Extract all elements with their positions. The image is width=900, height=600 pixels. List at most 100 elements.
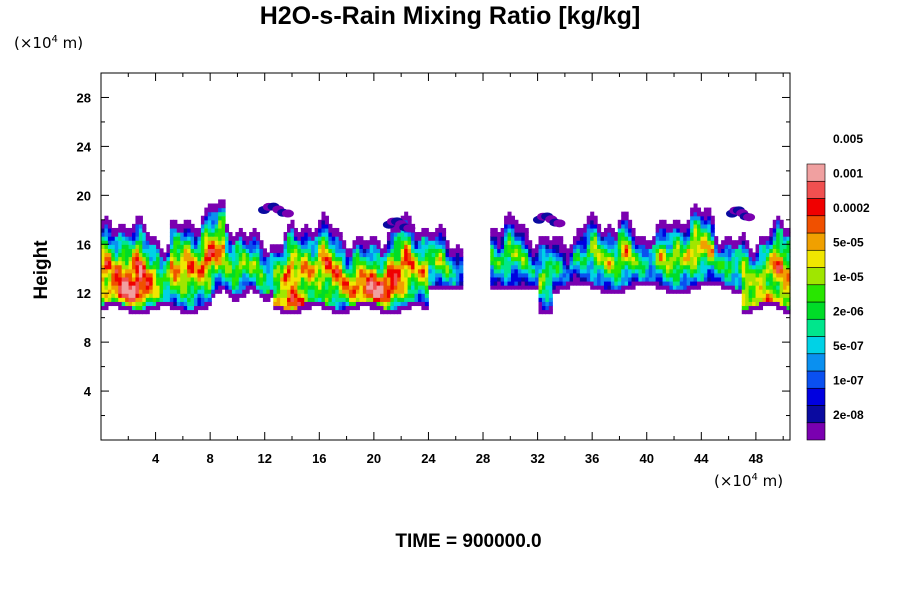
contour-cell	[242, 293, 247, 298]
contour-cell	[738, 244, 743, 249]
contour-cell	[111, 248, 116, 254]
contour-cell	[335, 244, 340, 249]
contour-cell	[590, 264, 595, 270]
contour-cell	[249, 244, 254, 249]
contour-cell	[655, 236, 660, 241]
contour-cell	[266, 272, 271, 278]
contour-cell	[669, 260, 674, 266]
contour-cell	[204, 219, 209, 225]
contour-cell	[125, 289, 130, 294]
contour-cell	[696, 232, 702, 237]
contour-cell	[159, 289, 164, 294]
contour-cell	[417, 252, 422, 258]
contour-cell	[690, 256, 695, 262]
contour-cell	[624, 252, 629, 258]
contour-cell	[679, 264, 684, 270]
contour-cell	[107, 252, 112, 258]
contour-cell	[624, 276, 629, 282]
contour-cell	[624, 211, 629, 217]
contour-cell	[607, 252, 612, 258]
contour-cell	[345, 248, 350, 254]
contour-cell	[355, 289, 360, 294]
contour-cell	[159, 293, 164, 298]
contour-cell	[373, 264, 378, 270]
contour-cell	[517, 260, 522, 266]
contour-cell	[249, 264, 254, 270]
contour-cell	[101, 236, 106, 241]
contour-cell	[142, 272, 147, 278]
contour-cell	[194, 285, 199, 290]
contour-cell	[307, 285, 312, 290]
contour-cell	[269, 285, 274, 290]
contour-cell	[118, 268, 123, 274]
contour-cell	[617, 227, 622, 233]
contour-cell	[180, 244, 185, 249]
contour-cell	[665, 264, 671, 270]
contour-cell	[545, 272, 550, 278]
contour-cell	[490, 256, 495, 262]
contour-cell	[517, 236, 522, 241]
contour-cell	[125, 276, 130, 282]
contour-cell	[593, 215, 598, 221]
contour-cell	[617, 252, 622, 258]
contour-cell	[132, 232, 137, 237]
contour-cell	[121, 264, 126, 270]
contour-cell	[569, 244, 574, 249]
contour-cell	[121, 260, 126, 266]
contour-cell	[710, 276, 715, 282]
contour-cell	[211, 236, 216, 241]
contour-cell	[696, 280, 702, 286]
contour-cell	[765, 244, 770, 249]
contour-cell	[245, 240, 250, 245]
contour-cell	[111, 264, 116, 270]
contour-cell	[200, 236, 205, 241]
contour-cell	[417, 236, 422, 241]
contour-cell	[672, 268, 677, 274]
contour-cell	[204, 276, 209, 282]
contour-cell	[452, 285, 457, 290]
contour-cell	[300, 244, 305, 249]
contour-cell	[424, 252, 429, 258]
contour-cell	[603, 256, 609, 262]
contour-cell	[390, 289, 395, 294]
contour-cell	[101, 244, 106, 249]
contour-cell	[335, 280, 340, 286]
contour-cell	[514, 272, 519, 278]
contour-cell	[490, 276, 495, 282]
contour-cell	[621, 223, 626, 229]
contour-cell	[696, 223, 702, 229]
contour-cell	[779, 276, 784, 282]
contour-cell	[538, 285, 543, 290]
contour-cell	[152, 301, 157, 307]
contour-cell	[180, 309, 185, 315]
contour-cell	[765, 293, 770, 298]
contour-cell	[414, 289, 419, 294]
contour-cell	[734, 240, 739, 245]
contour-cell	[300, 232, 305, 237]
contour-cell	[514, 248, 519, 254]
contour-cell	[669, 264, 674, 270]
contour-cell	[380, 272, 385, 278]
contour-cell	[204, 293, 209, 298]
contour-cell	[638, 240, 643, 245]
contour-cell	[631, 232, 636, 237]
contour-cell	[169, 260, 174, 266]
contour-cell	[783, 227, 788, 233]
contour-cell	[452, 276, 457, 282]
contour-cell	[369, 280, 374, 286]
contour-cell	[214, 268, 219, 274]
contour-cell	[404, 244, 409, 249]
contour-cell	[393, 264, 398, 270]
contour-cell	[731, 268, 736, 274]
contour-cell	[135, 236, 140, 241]
contour-cell	[359, 244, 364, 249]
contour-cell	[324, 280, 329, 286]
contour-cell	[607, 260, 612, 266]
contour-cell	[541, 280, 546, 286]
contour-cell	[593, 272, 598, 278]
contour-cell	[779, 244, 784, 249]
contour-cell	[734, 244, 739, 249]
contour-cell	[786, 268, 791, 274]
contour-cell	[211, 240, 216, 245]
contour-cell	[614, 244, 619, 249]
